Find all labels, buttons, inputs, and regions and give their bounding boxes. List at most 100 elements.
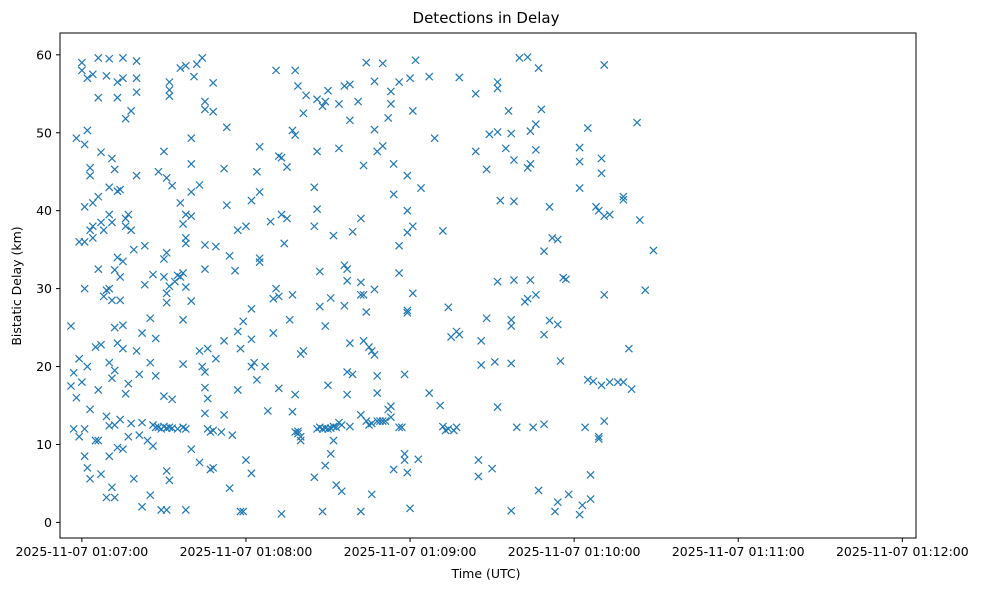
- data-point: [255, 258, 264, 267]
- data-point: [633, 118, 642, 127]
- data-point: [389, 159, 398, 168]
- data-point: [129, 474, 138, 483]
- data-point: [507, 359, 516, 368]
- data-point: [75, 432, 84, 441]
- data-point: [605, 378, 614, 387]
- data-point: [471, 147, 480, 156]
- data-point: [291, 131, 300, 140]
- data-point: [326, 449, 335, 458]
- data-point: [132, 346, 141, 355]
- data-point: [239, 507, 248, 516]
- data-point: [323, 381, 333, 390]
- data-point: [540, 420, 549, 429]
- data-point: [107, 154, 116, 163]
- data-point: [162, 248, 171, 257]
- data-point: [96, 470, 106, 479]
- x-tick-label: 2025-11-07 01:08:00: [180, 544, 313, 559]
- data-point: [425, 72, 434, 81]
- data-point: [592, 202, 601, 211]
- data-point: [165, 423, 174, 432]
- data-point: [315, 302, 324, 311]
- data-point: [337, 487, 346, 496]
- data-point: [384, 113, 393, 122]
- data-point: [116, 296, 125, 305]
- data-point: [159, 272, 168, 281]
- data-point: [345, 80, 354, 89]
- data-point: [400, 456, 409, 465]
- data-point: [561, 275, 570, 284]
- data-point: [105, 54, 114, 63]
- data-point: [493, 277, 502, 286]
- data-point: [181, 283, 190, 292]
- data-point: [99, 292, 108, 301]
- data-point: [526, 159, 535, 168]
- data-point: [343, 265, 352, 274]
- data-point: [627, 385, 636, 394]
- data-point: [159, 147, 168, 156]
- data-point: [321, 461, 330, 470]
- data-point: [474, 456, 483, 465]
- data-point: [247, 362, 256, 371]
- data-point: [575, 184, 584, 193]
- data-point: [88, 70, 97, 79]
- data-point: [373, 389, 382, 398]
- data-point: [649, 246, 658, 255]
- data-point: [545, 202, 554, 211]
- data-point: [537, 105, 546, 114]
- data-point: [288, 126, 297, 135]
- data-point: [531, 120, 540, 129]
- data-point: [69, 424, 78, 433]
- data-point: [86, 405, 95, 414]
- data-point: [378, 59, 387, 68]
- data-point: [365, 343, 374, 352]
- data-point: [225, 484, 234, 493]
- data-point: [367, 419, 376, 428]
- data-point: [94, 436, 103, 445]
- data-point: [99, 226, 108, 235]
- data-point: [337, 420, 346, 430]
- data-point: [105, 452, 114, 461]
- data-point: [540, 330, 549, 339]
- data-point: [600, 417, 609, 426]
- y-tick-label: 0: [44, 515, 52, 530]
- data-point: [416, 184, 426, 193]
- data-point: [326, 293, 335, 302]
- data-point: [132, 171, 141, 180]
- data-point: [200, 105, 209, 114]
- data-point: [430, 134, 439, 143]
- data-point: [195, 346, 204, 355]
- data-point: [220, 164, 229, 173]
- data-point: [313, 147, 322, 156]
- data-point: [118, 74, 127, 83]
- data-point: [408, 106, 417, 115]
- data-point: [403, 306, 412, 315]
- data-point: [482, 314, 491, 323]
- data-point: [69, 368, 78, 377]
- data-point: [600, 290, 609, 299]
- data-point: [105, 284, 114, 293]
- data-point: [348, 370, 357, 379]
- data-point: [553, 235, 562, 244]
- data-point: [583, 124, 592, 133]
- data-point: [334, 144, 343, 153]
- data-point: [299, 109, 308, 118]
- y-axis-label: Bistatic Delay (km): [9, 226, 24, 345]
- data-point: [181, 505, 190, 514]
- data-point: [77, 378, 86, 387]
- data-point: [96, 148, 106, 157]
- data-point: [168, 395, 177, 404]
- data-point: [127, 419, 136, 428]
- data-point: [247, 304, 256, 313]
- data-point: [113, 78, 122, 87]
- data-point: [493, 78, 502, 87]
- data-point: [334, 99, 343, 108]
- data-point: [296, 432, 305, 441]
- data-point: [310, 183, 319, 192]
- data-point: [80, 140, 89, 149]
- data-point: [176, 198, 185, 207]
- data-point: [80, 284, 89, 293]
- data-point: [222, 123, 231, 132]
- y-tick-label: 10: [36, 437, 52, 452]
- data-point: [110, 493, 119, 502]
